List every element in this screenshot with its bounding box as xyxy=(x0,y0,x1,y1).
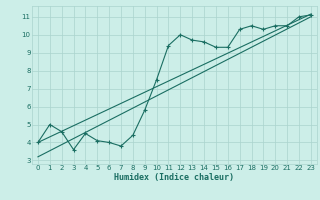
X-axis label: Humidex (Indice chaleur): Humidex (Indice chaleur) xyxy=(115,173,234,182)
